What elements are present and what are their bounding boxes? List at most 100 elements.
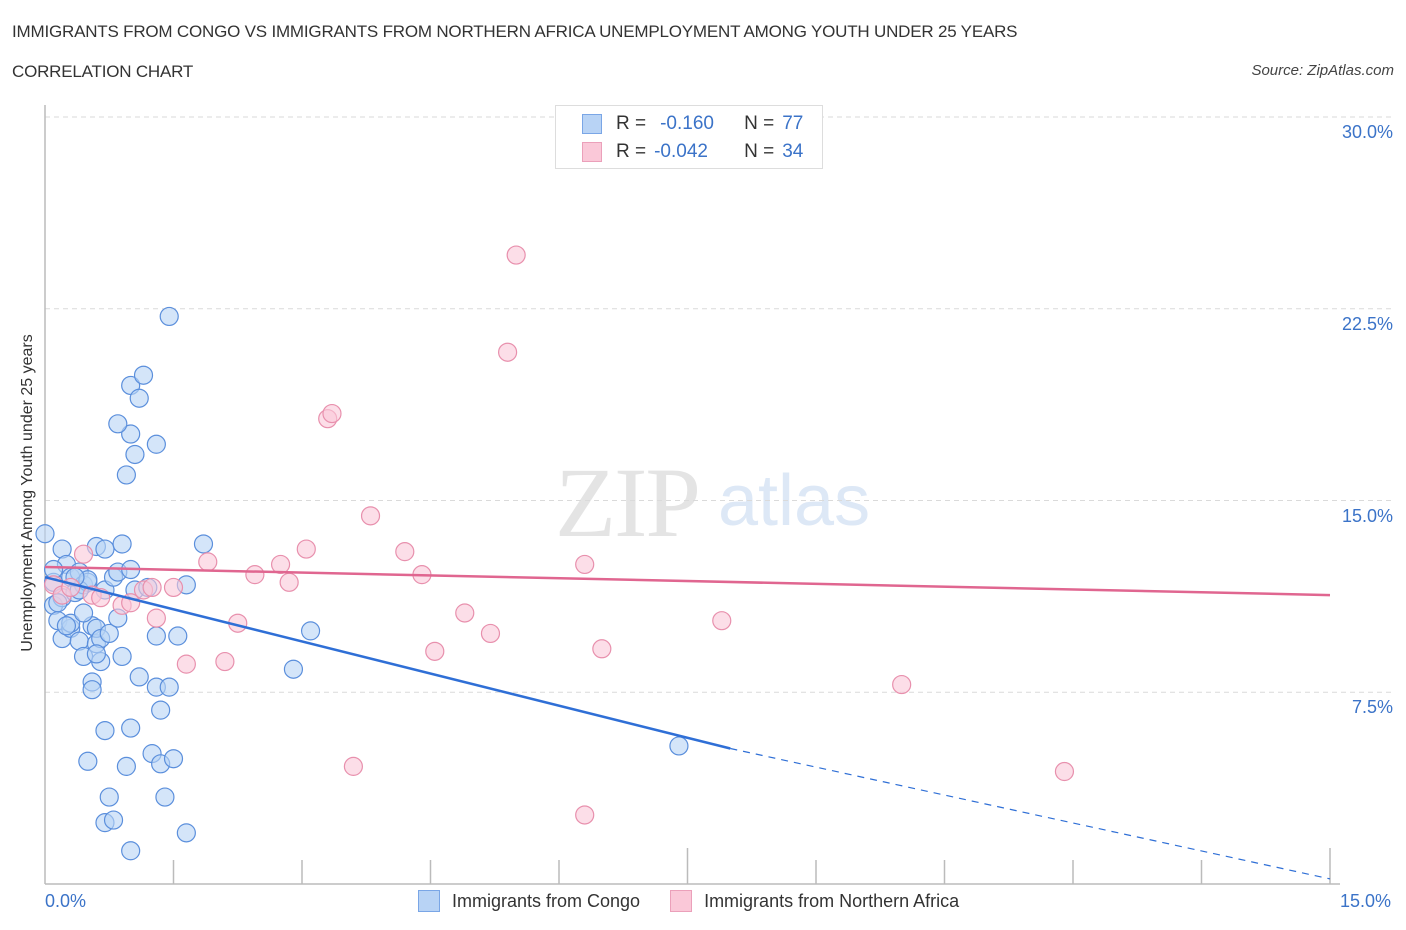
data-point	[198, 552, 218, 572]
data-point	[575, 554, 595, 575]
data-point	[82, 680, 102, 700]
data-point	[300, 621, 321, 641]
data-point	[712, 611, 732, 631]
data-point	[245, 565, 265, 585]
r-value: -0.042	[654, 141, 708, 162]
data-point	[296, 539, 316, 559]
data-point	[669, 736, 689, 756]
congo-points	[35, 306, 689, 861]
n-label: N =	[744, 113, 775, 134]
data-point	[395, 542, 415, 562]
gridlines	[45, 116, 1395, 693]
congo-swatch-icon	[418, 890, 440, 912]
data-point	[343, 756, 363, 776]
data-point	[283, 659, 304, 679]
nafrica-swatch-icon	[670, 890, 693, 912]
chart-subtitle: CORRELATION CHART	[12, 62, 194, 81]
y-axis-label: Unemployment Among Youth under 25 years	[19, 334, 36, 652]
watermark-zip: ZIP	[555, 447, 701, 558]
x-tick-0: 0.0%	[45, 891, 87, 911]
data-point	[129, 667, 149, 687]
data-point	[146, 434, 166, 454]
data-point	[151, 700, 171, 720]
stats-row-nafrica: R = -0.042 N = 34	[582, 140, 803, 164]
data-point	[892, 674, 912, 695]
legend-item-congo[interactable]: Immigrants from Congo	[418, 890, 640, 912]
nafrica-points	[43, 245, 1075, 825]
legend-label: Immigrants from Northern Africa	[704, 890, 960, 911]
chart-title: IMMIGRANTS FROM CONGO VS IMMIGRANTS FROM…	[12, 22, 1018, 41]
x-tick-15: 15.0%	[1340, 891, 1392, 911]
data-point	[506, 245, 526, 265]
data-point	[215, 651, 235, 672]
r-label: R =	[616, 141, 647, 162]
data-point	[129, 388, 149, 408]
congo-swatch-icon	[582, 114, 602, 134]
data-point	[279, 572, 299, 592]
data-point	[116, 465, 136, 485]
data-point	[121, 424, 141, 444]
data-point	[121, 718, 141, 738]
data-point	[168, 626, 188, 646]
y-tick-15: 15.0%	[1341, 506, 1393, 526]
stats-row-congo: R = -0.160 N = 77	[582, 112, 803, 136]
nafrica-swatch-icon	[582, 142, 602, 162]
data-point	[73, 603, 94, 623]
data-point	[498, 342, 518, 362]
n-value: 34	[782, 141, 804, 162]
data-point	[1054, 761, 1075, 782]
legend-item-nafrica[interactable]: Immigrants from Northern Africa	[670, 890, 959, 912]
data-point	[176, 823, 196, 843]
stats-legend: R = -0.160 N = 77 R = -0.042 N = 34	[555, 105, 823, 169]
congo-trend-extension	[730, 747, 1331, 880]
n-value: 77	[782, 113, 804, 134]
data-point	[35, 524, 55, 544]
data-point	[125, 444, 145, 465]
r-label: R =	[616, 113, 647, 134]
data-point	[155, 787, 175, 807]
data-point	[455, 603, 475, 623]
data-point	[146, 626, 166, 646]
data-point	[95, 720, 115, 741]
data-point	[322, 403, 342, 424]
data-point	[159, 677, 179, 697]
data-point	[176, 654, 196, 674]
data-point	[121, 841, 141, 861]
data-point	[480, 623, 501, 644]
legend-label: Immigrants from Congo	[452, 890, 641, 911]
data-point	[73, 544, 94, 564]
data-point	[146, 608, 166, 628]
data-point	[193, 534, 214, 554]
data-point	[425, 641, 445, 661]
data-point	[142, 577, 162, 598]
data-point	[99, 787, 119, 807]
data-point	[133, 365, 154, 385]
data-point	[159, 306, 179, 327]
data-point	[86, 644, 107, 664]
data-point	[95, 539, 115, 559]
y-tick-7-5: 7.5%	[1351, 697, 1393, 717]
data-point	[116, 756, 136, 776]
r-value: -0.160	[660, 113, 714, 134]
data-point	[163, 749, 184, 769]
y-tick-30: 30.0%	[1341, 122, 1393, 142]
x-tick-marks	[172, 848, 1331, 884]
data-point	[575, 805, 595, 825]
y-tick-22-5: 22.5%	[1341, 314, 1393, 334]
data-point	[99, 623, 119, 644]
data-point	[108, 414, 128, 434]
trend-lines	[44, 565, 1331, 880]
data-point	[103, 810, 124, 830]
data-point	[360, 506, 381, 526]
data-point	[112, 534, 132, 554]
nafrica-trend-line	[44, 565, 1331, 597]
data-point	[592, 639, 612, 659]
data-point	[56, 616, 77, 636]
congo-trend-line	[44, 575, 731, 750]
data-point	[112, 646, 132, 667]
data-point	[78, 751, 98, 771]
n-label: N =	[744, 141, 775, 162]
data-point	[163, 577, 184, 598]
data-point	[270, 554, 291, 575]
